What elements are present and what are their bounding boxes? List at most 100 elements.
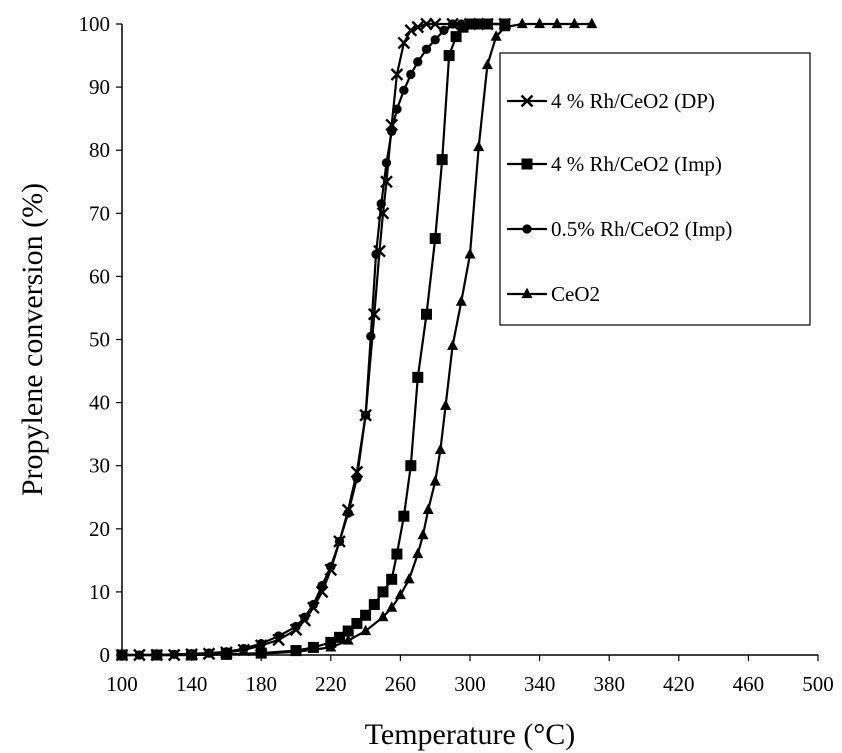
circle-marker [291,621,301,632]
triangle-marker [464,247,476,259]
triangle-marker [551,17,563,29]
triangle-marker [360,624,372,636]
x-marker [390,68,404,81]
circle-marker [334,536,345,547]
ticks: 100 140 180 220 260 300 340 380 420 460 500 0 10 20 30… [79,12,834,696]
triangle-marker [151,648,163,660]
circle-marker [366,331,376,342]
legend-label: 4 % Rh/CeO2 (DP) [551,89,715,113]
legend-label: 4 % Rh/CeO2 (Imp) [551,152,722,176]
square-marker [412,371,424,383]
square-marker [521,158,533,170]
y-tick-label: 80 [89,138,110,162]
circle-marker [308,599,319,610]
triangle-marker [429,475,441,486]
series-lines [115,17,598,662]
square-marker [405,460,417,472]
x-tick-label: 260 [385,672,417,696]
legend-box [499,52,811,326]
circle-marker [300,612,310,622]
x-marker [411,20,425,34]
circle-marker [371,249,381,259]
triangle-marker [403,572,415,584]
triangle-marker [516,17,528,29]
triangle-marker [386,601,398,612]
triangle-marker [255,647,267,658]
square-marker [450,31,462,43]
x-marker [367,307,381,321]
square-marker [436,154,448,166]
y-tick-label: 100 [79,12,111,36]
x-tick-label: 460 [733,672,765,696]
circle-marker [456,19,466,29]
x-tick-label: 220 [315,672,347,696]
y-tick-label: 50 [89,328,110,352]
circle-marker [343,508,353,518]
x-tick-label: 300 [454,672,486,696]
y-tick-label: 40 [89,391,110,415]
triangle-marker [417,528,429,540]
series-line [122,22,505,657]
y-tick-label: 90 [89,75,110,99]
square-marker [334,631,345,643]
triangle-marker [534,17,546,29]
circle-marker [421,44,432,54]
triangle-marker [447,339,459,350]
triangle-marker [455,295,467,306]
series-2 [116,18,511,661]
series-3 [117,19,510,660]
square-marker [386,573,398,585]
series-1 [115,17,512,662]
circle-marker [256,638,266,649]
triangle-marker [440,399,452,410]
circle-marker [239,644,249,654]
circle-marker [360,410,371,420]
circle-marker [522,224,532,234]
circle-marker [465,19,475,29]
square-marker [421,308,432,320]
square-marker [307,641,319,653]
y-tick-label: 20 [89,517,110,541]
square-marker [351,617,363,629]
x-marker [404,23,418,37]
circle-marker [376,199,386,209]
legend-item-4: CeO2 [507,282,600,306]
triangle-marker [490,30,502,41]
series-4 [116,17,598,660]
legend-label: CeO2 [551,282,600,306]
circle-marker [381,158,392,168]
triangle-marker [422,503,434,514]
x-tick-label: 500 [802,672,834,696]
circle-marker [317,580,327,591]
x-marker [428,17,442,31]
triangle-marker [394,588,406,600]
triangle-marker [186,648,198,660]
circle-marker [406,69,416,80]
circle-marker [439,25,449,35]
square-marker [443,50,455,62]
series-line [122,22,505,657]
circle-marker [326,561,336,572]
legend-item-3: 0.5% Rh/CeO2 (Imp) [507,217,732,241]
square-marker [342,625,354,637]
x-tick-label: 380 [593,672,625,696]
triangle-marker [116,648,128,660]
y-tick-label: 10 [89,580,110,604]
square-marker [377,586,389,598]
triangle-marker [521,287,533,299]
circle-marker [413,57,423,67]
y-tick-label: 30 [89,454,110,478]
square-marker [391,548,403,560]
x-marker [397,36,411,50]
y-tick-label: 0 [100,643,111,667]
x-tick-label: 420 [663,672,695,696]
circle-marker [392,104,402,114]
circle-marker [352,473,362,483]
triangle-marker [377,610,389,622]
x-axis-title: Temperature (°C) [365,718,576,751]
square-marker [360,609,372,621]
triangle-marker [412,547,424,559]
circle-marker [204,648,214,658]
circle-marker [387,126,397,136]
